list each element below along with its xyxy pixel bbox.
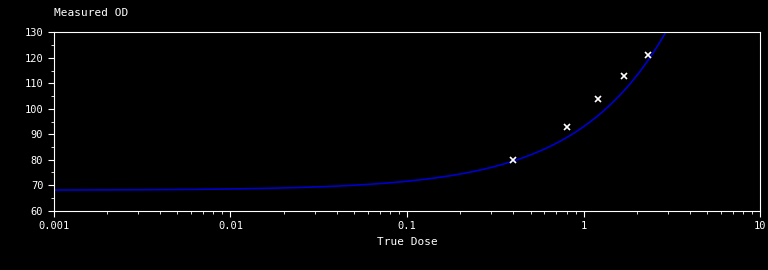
Text: Measured OD: Measured OD	[54, 8, 128, 18]
X-axis label: True Dose: True Dose	[376, 237, 438, 247]
